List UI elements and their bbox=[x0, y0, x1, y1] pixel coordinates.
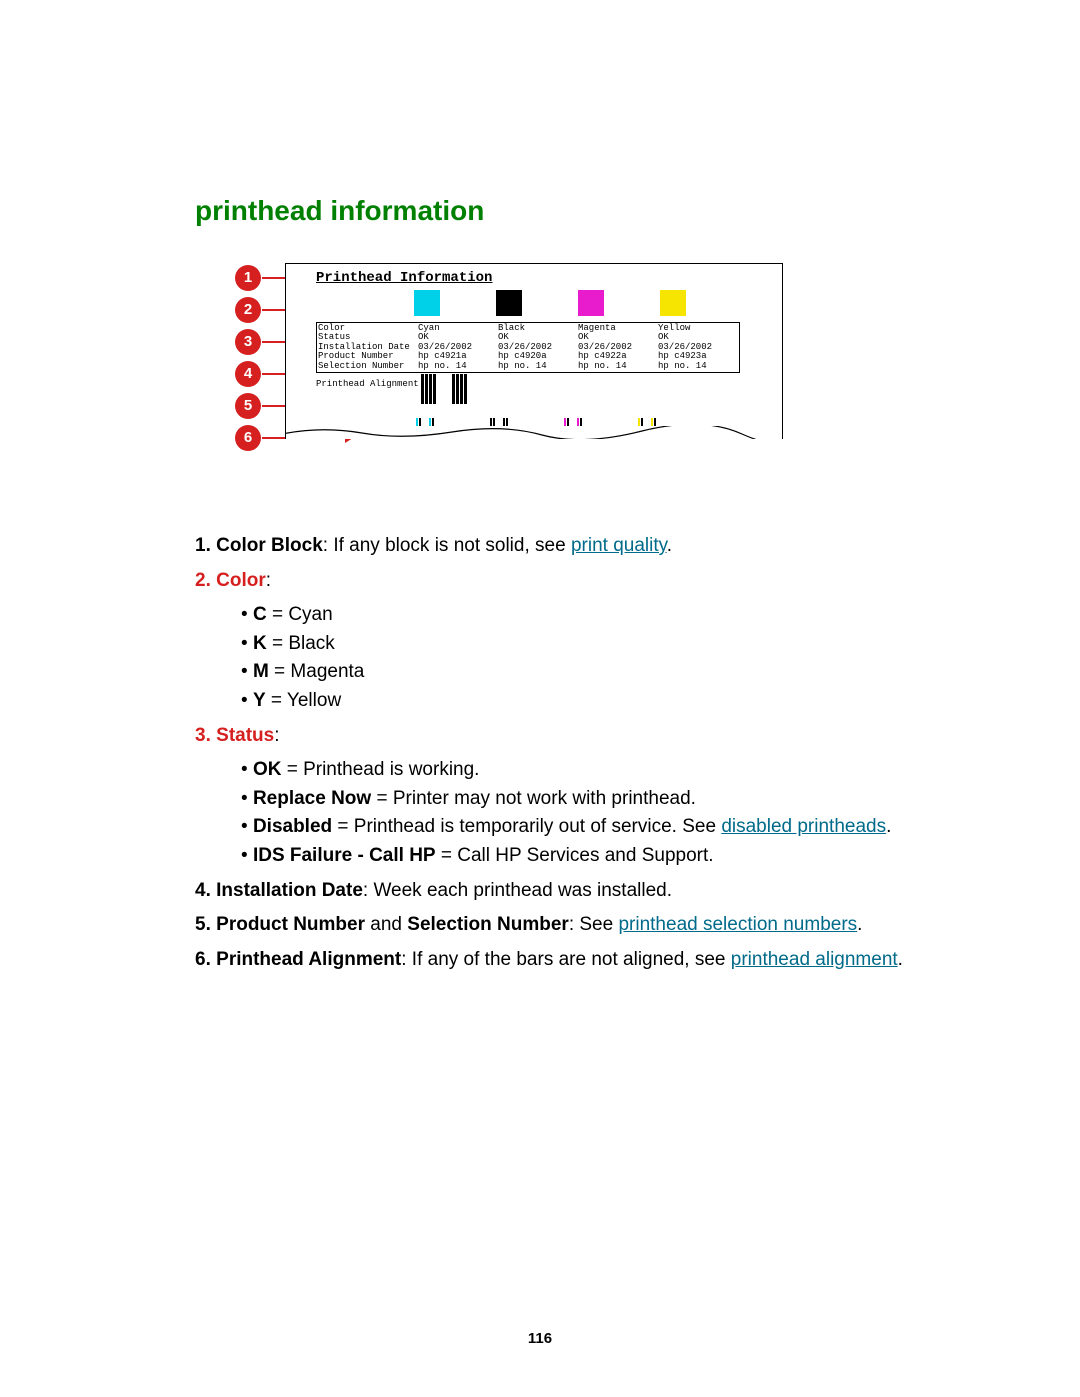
item-5-b2: Selection Number bbox=[407, 914, 569, 935]
item-1-tail: . bbox=[667, 535, 672, 556]
diagram-box: Printhead Information ColorCyanBlackMage… bbox=[285, 263, 783, 439]
diagram-title: Printhead Information bbox=[316, 270, 772, 286]
callout-4: 4 bbox=[235, 361, 261, 387]
description-list: 1. Color Block: If any block is not soli… bbox=[195, 533, 905, 973]
link-disabled-printheads[interactable]: disabled printheads bbox=[721, 816, 886, 837]
item-1: 1. Color Block: If any block is not soli… bbox=[195, 533, 905, 560]
alignment-label: Printhead Alignment bbox=[316, 379, 772, 389]
item-6-text: : If any of the bars are not aligned, se… bbox=[401, 949, 731, 970]
callout-5: 5 bbox=[235, 393, 261, 419]
block-magenta bbox=[578, 290, 604, 316]
item-3-sub-ids: IDS Failure - Call HP = Call HP Services… bbox=[255, 843, 905, 870]
callout-1: 1 bbox=[235, 265, 261, 291]
printhead-diagram: 1 2 3 4 5 6 Printhead Information bbox=[235, 263, 905, 503]
item-1-label: Color Block bbox=[216, 535, 323, 556]
item-4-text: : Week each printhead was installed. bbox=[363, 880, 672, 901]
item-2-sub-k: K = Black bbox=[255, 631, 905, 658]
item-2-label: Color bbox=[216, 570, 266, 591]
color-blocks-row bbox=[414, 290, 772, 316]
item-5-mid: and bbox=[365, 914, 407, 935]
item-5-text: : See bbox=[569, 914, 619, 935]
item-5-b1: Product Number bbox=[216, 914, 365, 935]
item-2-sub-m: M = Magenta bbox=[255, 659, 905, 686]
item-2-num: 2. bbox=[195, 570, 211, 591]
link-printhead-alignment[interactable]: printhead alignment bbox=[731, 949, 898, 970]
alignment-bars bbox=[421, 374, 471, 409]
item-1-num: 1. bbox=[195, 535, 211, 556]
item-2: 2. Color: bbox=[195, 568, 905, 595]
item-4-num: 4. bbox=[195, 880, 211, 901]
callout-6: 6 bbox=[235, 425, 261, 451]
page-number: 116 bbox=[0, 1330, 1080, 1347]
item-2-sub-c: C = Cyan bbox=[255, 602, 905, 629]
link-print-quality[interactable]: print quality bbox=[571, 535, 667, 556]
callout-column: 1 2 3 4 5 6 bbox=[235, 265, 261, 457]
callout-3: 3 bbox=[235, 329, 261, 355]
item-3: 3. Status: bbox=[195, 723, 905, 750]
item-2-sub-y: Y = Yellow bbox=[255, 688, 905, 715]
item-4: 4. Installation Date: Week each printhea… bbox=[195, 878, 905, 905]
item-1-text: : If any block is not solid, see bbox=[323, 535, 571, 556]
item-4-label: Installation Date bbox=[216, 880, 363, 901]
item-5: 5. Product Number and Selection Number: … bbox=[195, 912, 905, 939]
item-5-tail: . bbox=[857, 914, 862, 935]
item-3-label: Status bbox=[216, 725, 274, 746]
item-3-sub-ok: OK = Printhead is working. bbox=[255, 757, 905, 784]
item-6: 6. Printhead Alignment: If any of the ba… bbox=[195, 947, 905, 974]
block-cyan bbox=[414, 290, 440, 316]
item-3-num: 3. bbox=[195, 725, 211, 746]
block-yellow bbox=[660, 290, 686, 316]
item-2-text: : bbox=[266, 570, 271, 591]
item-6-num: 6. bbox=[195, 949, 211, 970]
section-title: printhead information bbox=[195, 195, 905, 227]
callout-2: 2 bbox=[235, 297, 261, 323]
item-6-label: Printhead Alignment bbox=[216, 949, 401, 970]
item-3-sub-disabled: Disabled = Printhead is temporarily out … bbox=[255, 814, 905, 841]
item-5-num: 5. bbox=[195, 914, 211, 935]
link-selection-numbers[interactable]: printhead selection numbers bbox=[618, 914, 857, 935]
item-3-text: : bbox=[274, 725, 279, 746]
block-black bbox=[496, 290, 522, 316]
printhead-table: ColorCyanBlackMagentaYellowStatusOKOKOKO… bbox=[316, 322, 740, 373]
item-6-tail: . bbox=[898, 949, 903, 970]
item-3-sub-replace: Replace Now = Printer may not work with … bbox=[255, 786, 905, 813]
